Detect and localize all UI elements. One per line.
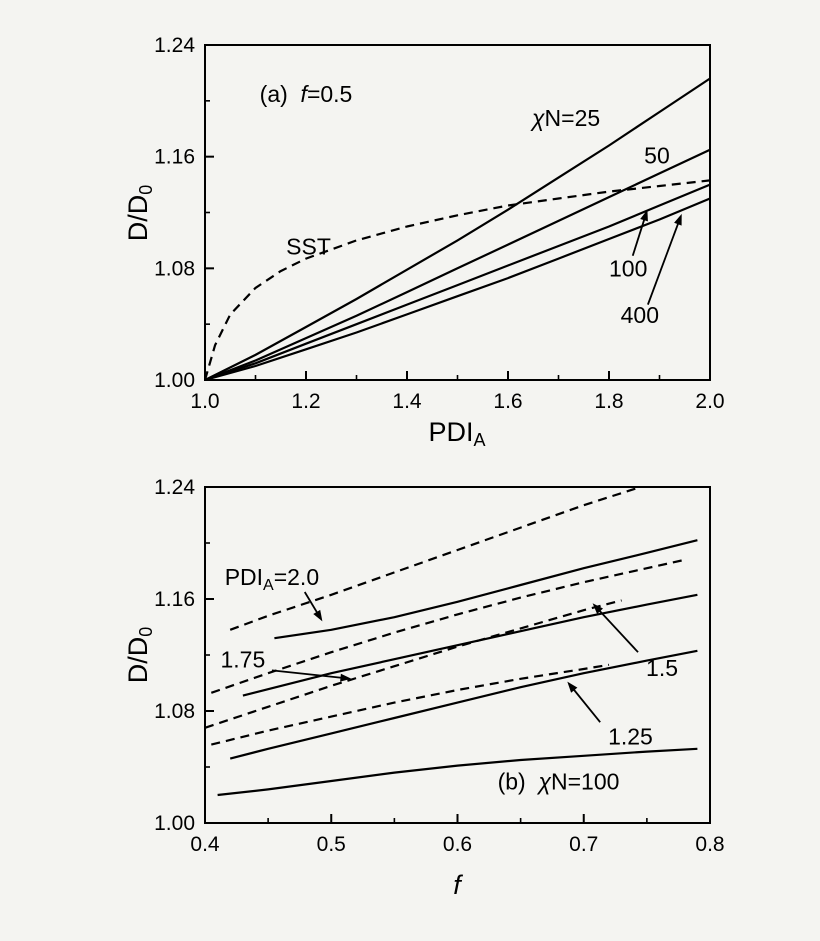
- panel-a-annotation: χN=25: [530, 105, 600, 131]
- panel-a-ytick-label: 1.16: [154, 146, 195, 169]
- panel-b-series-pdia-1.75-solid: [242, 593, 698, 697]
- panel-a-series-chiN-100: [204, 183, 711, 382]
- panel-b-series-pdia-1.25-solid: [217, 747, 698, 797]
- panel-a-ylabel: D/D0: [123, 185, 156, 242]
- panel-b-arrowhead-icon: [592, 603, 603, 614]
- panel-b-ytick-label: 1.16: [154, 588, 195, 611]
- panel-b-series-pdia-2.0-dashed: [229, 485, 641, 631]
- panel-a-annotation: 50: [644, 143, 670, 169]
- panel-b-ytick-label: 1.24: [154, 476, 195, 499]
- panel-b-series-pdia-1.25-dashed: [211, 663, 610, 746]
- panel-a: 1.0 1.2 1.4 1.6 1.8 2.0 1.00 1.08 1.16 1.24 (a) f=…: [123, 34, 725, 450]
- panel-b-xtick-label: 0.4: [190, 833, 220, 856]
- panel-a-series-chiN-50: [204, 148, 711, 382]
- panel-a-xtick-label: 1.6: [493, 390, 522, 413]
- panel-a-annotation: SST: [286, 233, 331, 259]
- panel-b-series-pdia-1.75-dashed: [210, 558, 686, 694]
- panel-a-xtick-label: 1.0: [190, 390, 219, 413]
- panel-b-leader-line: [595, 606, 639, 653]
- panel-b-arrowhead-icon: [340, 673, 352, 682]
- panel-b-annotation: 1.25: [608, 724, 653, 750]
- panel-a-annotation: (a) f=0.5: [260, 81, 353, 107]
- panel-b-ytick-label: 1.08: [154, 700, 195, 723]
- panel-a-arrowhead-icon: [640, 209, 648, 222]
- panel-b-annotation: (b) χN=100: [498, 768, 620, 794]
- panel-b-series-pdia-1.5-solid: [229, 649, 698, 760]
- panel-a-xtick-label: 1.2: [291, 390, 320, 413]
- panel-a-leader-line: [631, 214, 647, 257]
- panel-a-ytick-label: 1.00: [154, 369, 195, 392]
- panel-a-annotation: 100: [609, 256, 647, 282]
- panel-a-leader-line: [647, 218, 681, 305]
- panel-b-xtick-label: 0.8: [695, 833, 724, 856]
- panel-a-arrowhead-icon: [674, 213, 682, 226]
- panel-a-series-SST: [203, 179, 711, 381]
- panel-a-xtick-label: 1.8: [594, 390, 623, 413]
- panel-b-xtick-label: 0.5: [317, 833, 346, 856]
- panel-a-xtick-label: 2.0: [695, 390, 724, 413]
- panel-a-ytick-label: 1.08: [154, 257, 195, 280]
- panel-b-leader-line: [271, 669, 347, 680]
- panel-b-annotation: PDIA=2.0: [225, 564, 319, 594]
- panel-a-ytick-label: 1.24: [154, 34, 195, 57]
- panel-b-series-pdia-1.5-dashed: [204, 599, 622, 729]
- panel-b-annotation: 1.75: [220, 647, 265, 673]
- panel-b-arrowhead-icon: [567, 681, 578, 693]
- panel-a-xtick-label: 1.4: [392, 390, 422, 413]
- panel-b-arrowhead-icon: [313, 609, 323, 622]
- panel-b-series-pdia-2.0-solid: [274, 539, 698, 640]
- panel-b: 0.4 0.5 0.6 0.7 0.8 1.00 1.08 1.16 1.24 PDIA=2.0 1…: [123, 476, 725, 900]
- panel-a-xlabel: PDIA: [428, 417, 485, 450]
- panel-b-xtick-label: 0.6: [443, 833, 472, 856]
- panel-b-ytick-label: 1.00: [154, 812, 195, 835]
- panel-b-xtick-label: 0.7: [569, 833, 598, 856]
- panel-b-annotation: 1.5: [646, 655, 678, 681]
- panel-a-annotation: 400: [621, 302, 659, 328]
- panel-a-series-chiN-400: [204, 197, 711, 382]
- panel-b-leader-line: [570, 685, 601, 723]
- panel-b-ylabel: D/D0: [123, 627, 156, 684]
- panel-a-series-chiN-25: [204, 77, 711, 381]
- panel-b-axes-box: [204, 486, 711, 824]
- panel-b-xlabel: f: [453, 870, 463, 900]
